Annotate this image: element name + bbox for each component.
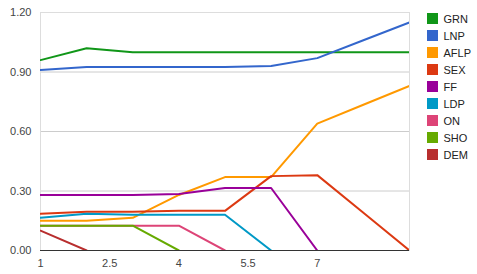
html-text:GRN: GRN <box>443 12 468 25</box>
html-text:AFLP: AFLP <box>443 46 471 59</box>
svg-text:4: 4 <box>176 257 182 269</box>
svg-text:0.00: 0.00 <box>10 244 31 256</box>
svg-text:7: 7 <box>314 257 320 269</box>
svg-text:5.5: 5.5 <box>240 257 255 269</box>
svg-text:1: 1 <box>37 257 43 269</box>
html-text:SEX: SEX <box>443 63 466 76</box>
html-text:DEM: DEM <box>443 148 468 161</box>
svg-text:0.30: 0.30 <box>10 185 31 197</box>
svg-text:0.60: 0.60 <box>10 125 31 137</box>
svg-text:0.90: 0.90 <box>10 66 31 78</box>
html-text:SHO: SHO <box>443 131 468 144</box>
svg-text:2.5: 2.5 <box>102 257 117 269</box>
html-text:LNP: LNP <box>443 29 465 42</box>
html-text:FF: FF <box>443 80 457 93</box>
html-text:ON: ON <box>443 114 460 127</box>
html-text:LDP: LDP <box>443 97 465 110</box>
svg-text:1.20: 1.20 <box>10 6 31 18</box>
